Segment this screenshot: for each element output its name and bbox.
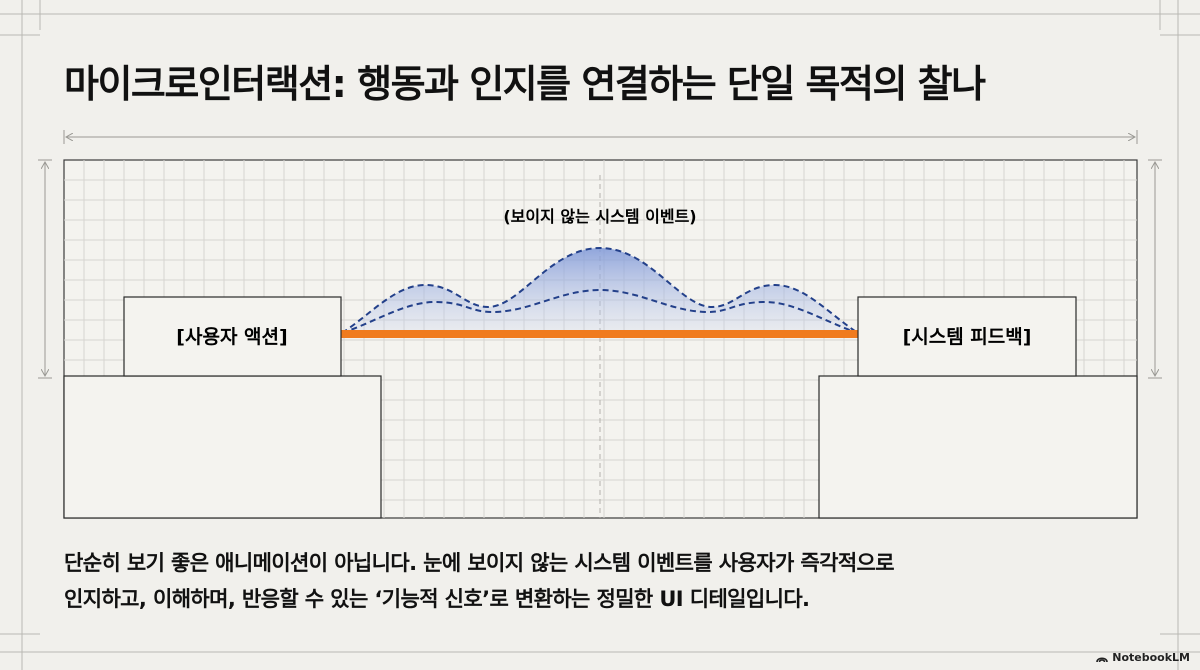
- brand-name: NotebookLM: [1112, 651, 1190, 664]
- user-action-box: [123, 296, 342, 377]
- description-line-2: 인지하고, 이해하며, 반응할 수 있는 ‘기능적 신호’로 변환하는 정밀한 …: [64, 587, 810, 611]
- system-event-label: (보이지 않는 시스템 이벤트): [503, 207, 696, 226]
- description: 단순히 보기 좋은 애니메이션이 아닙니다. 눈에 보이지 않는 시스템 이벤트…: [64, 545, 1144, 617]
- wave-outer-dashed: [341, 246, 859, 334]
- description-line-1: 단순히 보기 좋은 애니메이션이 아닙니다. 눈에 보이지 않는 시스템 이벤트…: [64, 551, 895, 575]
- brand-badge: NotebookLM: [1096, 651, 1190, 664]
- connector-bar: [340, 330, 860, 338]
- page-title: 마이크로인터랙션: 행동과 인지를 연결하는 단일 목적의 찰나: [64, 62, 986, 106]
- system-feedback-box: [857, 296, 1077, 377]
- right-base-block: [818, 375, 1138, 519]
- dimension-lines: [38, 130, 1162, 379]
- system-event-wave: [341, 246, 859, 334]
- notebooklm-logo-icon: [1096, 656, 1109, 662]
- user-action-label: [사용자 액션]: [176, 326, 287, 348]
- wave-fill: [342, 248, 858, 333]
- left-base-block: [63, 375, 382, 519]
- system-feedback-label: [시스템 피드백]: [903, 326, 1032, 348]
